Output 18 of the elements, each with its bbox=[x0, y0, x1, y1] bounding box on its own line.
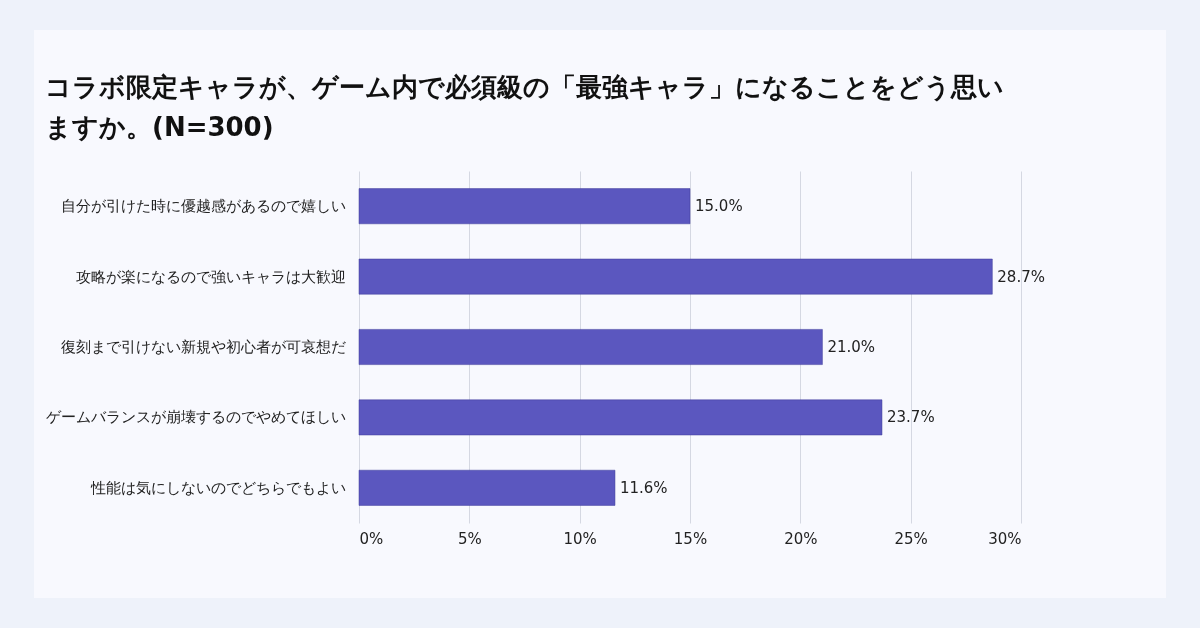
data-label: 11.6% bbox=[619, 478, 668, 497]
y-tick-label: 復刻まで引けない新規や初心者が可哀想だ bbox=[60, 338, 346, 356]
data-label: 15.0% bbox=[695, 197, 743, 216]
x-tick-label: 25% bbox=[894, 529, 928, 548]
y-tick-label: ゲームバランスが崩壊するのでやめてほしい bbox=[45, 408, 346, 427]
data-label: 21.0% bbox=[827, 338, 876, 356]
x-tick-label: 30% bbox=[988, 529, 1022, 548]
x-tick-label: 0% bbox=[359, 529, 384, 548]
y-tick-label: 攻略が楽になるので強いキャラは大歓迎 bbox=[75, 267, 346, 286]
x-tick-label: 15% bbox=[673, 529, 708, 548]
data-label: 28.7% bbox=[997, 267, 1045, 286]
y-tick-label: 性能は気にしないのでどちらでもよい bbox=[89, 478, 346, 497]
y-tick-label: 自分が引けた時に優越感があるので嬉しい bbox=[60, 197, 346, 216]
chart-title: コラボ限定キャラが、ゲーム内で必須級の「最強キャラ」になることをどう思いますか。(N=300) bbox=[45, 72, 1004, 142]
x-tick-label: 5% bbox=[457, 529, 482, 548]
data-label: 23.7% bbox=[886, 408, 935, 427]
x-tick-label: 10% bbox=[563, 529, 597, 548]
x-tick-label: 20% bbox=[784, 529, 818, 548]
